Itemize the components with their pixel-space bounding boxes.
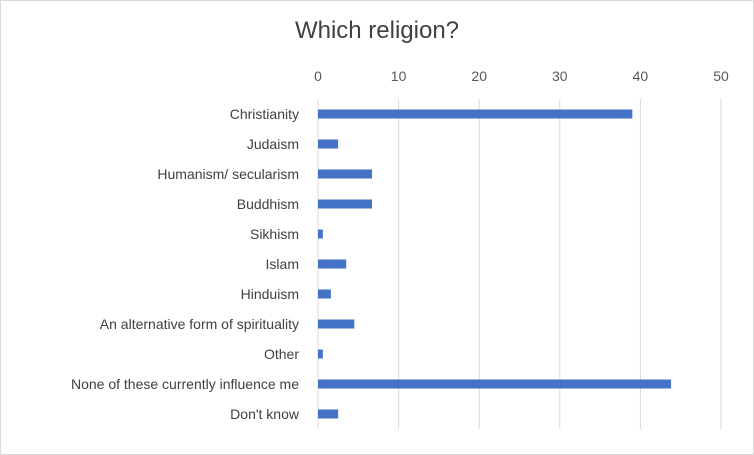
x-tick-label: 10 bbox=[391, 68, 407, 84]
category-label: Sikhism bbox=[250, 226, 299, 242]
category-label: Islam bbox=[266, 256, 299, 272]
bar bbox=[318, 229, 323, 239]
bar bbox=[318, 139, 339, 149]
category-label: Don't know bbox=[230, 406, 300, 422]
category-labels: Christianity Judaism Humanism/ secularism B… bbox=[71, 106, 300, 422]
bar bbox=[318, 259, 347, 269]
bar bbox=[318, 199, 373, 209]
bar bbox=[318, 289, 331, 299]
bar bbox=[318, 169, 373, 179]
bar bbox=[318, 109, 633, 119]
category-label: Hinduism bbox=[241, 286, 299, 302]
bar bbox=[318, 319, 355, 329]
category-label: Other bbox=[264, 346, 299, 362]
x-tick-label: 0 bbox=[314, 68, 322, 84]
x-tick-label: 40 bbox=[633, 68, 649, 84]
category-label: None of these currently influence me bbox=[71, 376, 299, 392]
chart-title: Which religion? bbox=[294, 17, 460, 44]
category-label: Judaism bbox=[247, 136, 299, 152]
x-tick-label: 50 bbox=[713, 68, 729, 84]
category-label: Humanism/ secularism bbox=[157, 166, 299, 182]
category-label: An alternative form of spirituality bbox=[100, 316, 299, 332]
x-tick-label: 30 bbox=[552, 68, 568, 84]
bar bbox=[318, 349, 323, 359]
bar bbox=[318, 379, 672, 389]
x-tick-label: 20 bbox=[471, 68, 487, 84]
gridlines bbox=[317, 99, 722, 429]
category-label: Buddhism bbox=[237, 196, 299, 212]
bar bbox=[318, 409, 339, 419]
category-label: Christianity bbox=[230, 106, 299, 122]
bars bbox=[318, 109, 672, 419]
x-axis-ticks: 0 10 20 30 40 50 bbox=[314, 68, 729, 84]
